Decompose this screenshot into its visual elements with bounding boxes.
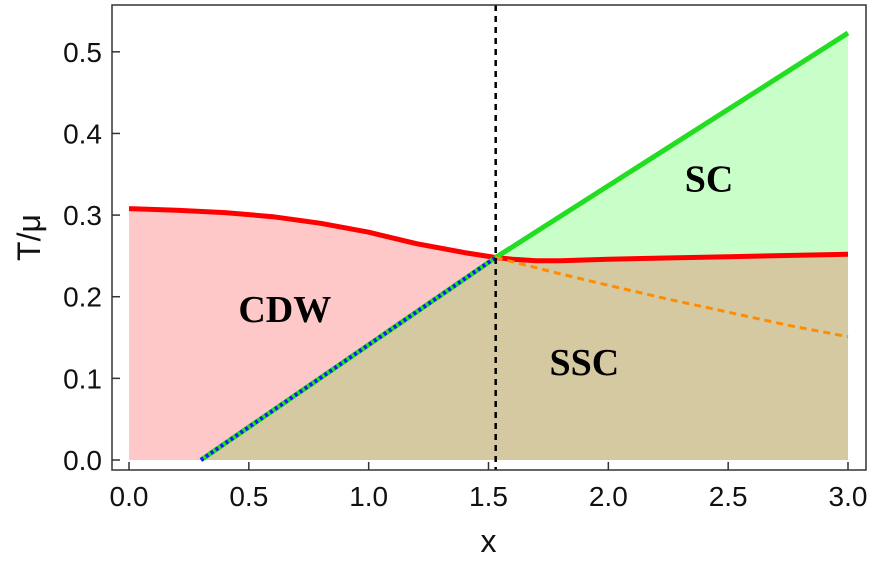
y-tick-label: 0.1 [63,363,102,394]
x-tick-label: 3.0 [829,481,868,512]
region-label-sc: SC [685,158,734,200]
cdw-region [129,208,496,460]
x-axis-ticks: 0.0 0.5 1.0 1.5 2.0 2.5 3.0 [110,462,868,512]
y-tick-label: 0.0 [63,445,102,476]
red-boundary-line [128,206,849,264]
x-tick-label: 0.0 [110,481,149,512]
region-label-ssc: SSC [550,342,620,384]
x-tick-label: 2.5 [709,481,748,512]
y-axis-title: T/μ [11,214,47,261]
y-axis-ticks: 0.0 0.1 0.2 0.3 0.4 0.5 [63,37,120,476]
x-tick-label: 1.0 [349,481,388,512]
y-tick-label: 0.4 [63,118,102,149]
orange-dashed-line [495,256,849,339]
y-tick-label: 0.5 [63,37,102,68]
phase-regions [129,33,848,460]
x-tick-label: 2.0 [589,481,628,512]
y-tick-label: 0.3 [63,200,102,231]
ssc-region [200,254,848,460]
x-tick-label: 0.5 [229,481,268,512]
region-labels: CDW SSC SC [238,158,733,384]
y-tick-label: 0.2 [63,282,102,313]
phase-boundaries [128,30,850,463]
x-tick-label: 1.5 [469,481,508,512]
region-label-cdw: CDW [238,289,331,331]
x-axis-title: x [481,523,497,559]
